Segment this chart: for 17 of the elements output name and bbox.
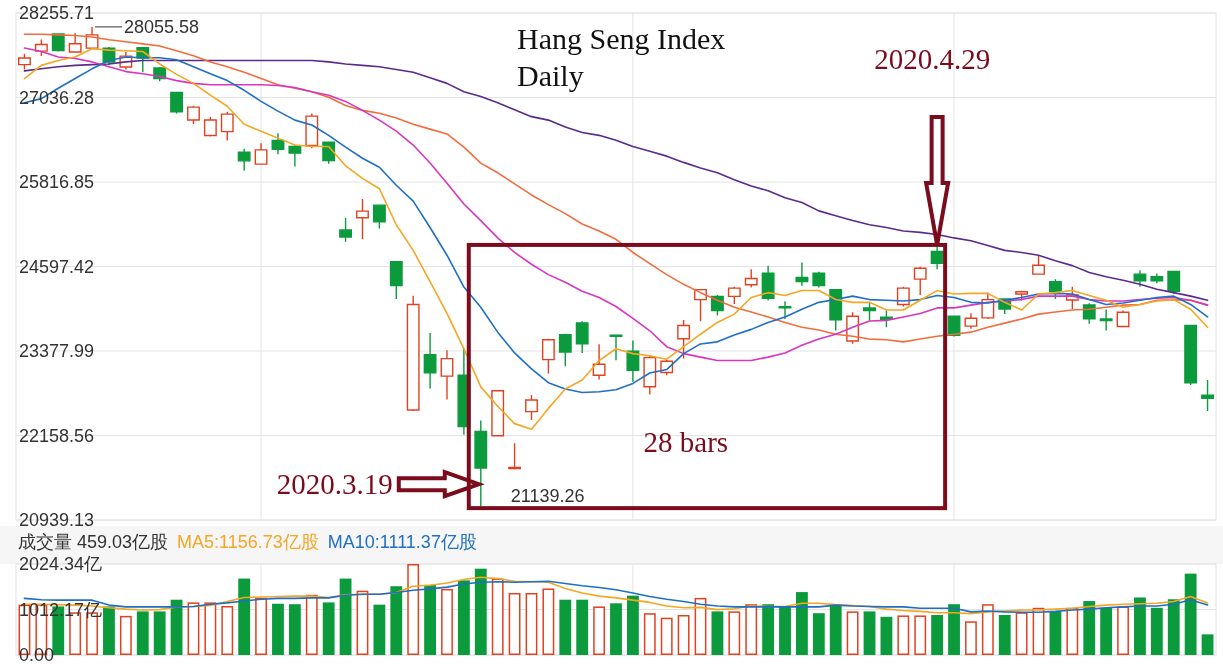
annotation: 2020.4.29 <box>874 42 991 75</box>
y-tick-label: 22158.56 <box>19 425 95 446</box>
y-tick-label: 28255.71 <box>19 3 95 23</box>
y-tick-label: 2024.34亿 <box>19 554 103 574</box>
y-tick-label: 25816.85 <box>19 172 95 192</box>
annotation: 2020.3.19 <box>276 468 393 501</box>
annotation: 成交量 459.03亿股 <box>18 532 169 552</box>
subtitle: Daily <box>517 59 584 92</box>
title: Hang Seng Index <box>517 22 726 55</box>
annotation: 21139.26 <box>510 486 585 507</box>
y-tick-label: 20939.13 <box>19 510 95 530</box>
legend-label: MA5:1156.73亿股 <box>177 532 319 552</box>
annotation: 28055.58 <box>124 16 200 37</box>
y-tick-label: 23377.99 <box>19 341 95 361</box>
annotation: 28 bars <box>643 426 729 459</box>
y-tick-label: 24597.42 <box>19 256 95 277</box>
legend-label: MA10:1111.37亿股 <box>327 532 477 552</box>
